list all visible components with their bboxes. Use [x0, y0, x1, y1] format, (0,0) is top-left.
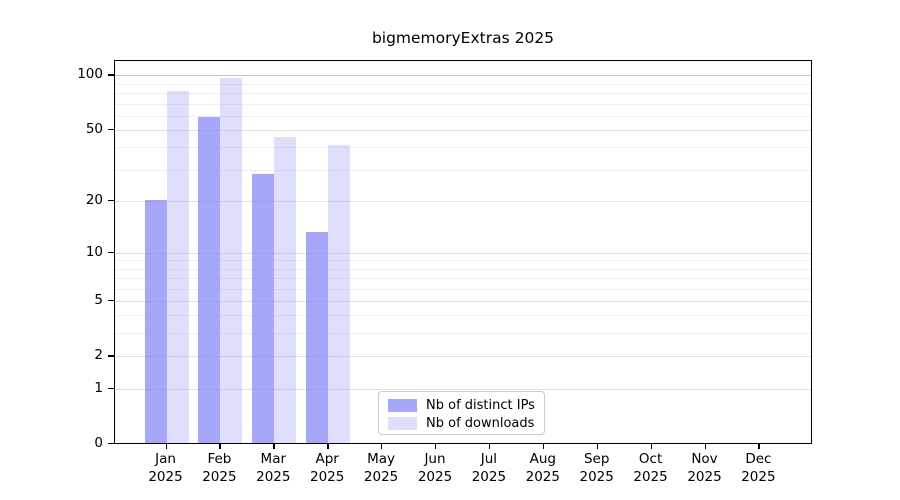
x-label-mar: Mar 2025 [256, 451, 291, 485]
y-tick-2 [108, 355, 114, 357]
x-tick-jul [488, 444, 491, 449]
x-label-dec: Dec 2025 [741, 451, 776, 485]
x-label-jun: Jun 2025 [417, 451, 453, 485]
minor-gridline-6 [115, 288, 811, 290]
y-label-1: 1 [94, 379, 103, 396]
major-gridline-100 [115, 75, 811, 77]
y-label-100: 100 [77, 66, 103, 83]
legend: Nb of distinct IPs Nb of downloads [378, 391, 545, 435]
y-tick-100 [108, 74, 114, 76]
major-gridline-20 [115, 200, 811, 202]
x-tick-jun [435, 444, 437, 449]
major-gridline-1 [115, 388, 811, 390]
minor-gridline-8 [115, 268, 811, 270]
x-label-jan: Jan 2025 [148, 451, 183, 485]
x-tick-feb [219, 444, 221, 449]
bar-distinct-ips-mar [252, 174, 275, 443]
legend-label-distinct-ips: Nb of distinct IPs [426, 397, 535, 413]
x-tick-aug [542, 444, 545, 449]
x-label-oct: Oct 2025 [633, 451, 668, 485]
y-tick-5 [108, 299, 114, 302]
y-label-10: 10 [85, 243, 103, 260]
x-tick-nov [704, 444, 706, 449]
y-tick-20 [108, 199, 114, 202]
minor-gridline-9 [115, 260, 811, 262]
bar-downloads-feb [220, 77, 243, 443]
y-tick-1 [108, 387, 114, 390]
x-label-aug: Aug 2025 [525, 451, 560, 485]
minor-gridline-4 [115, 315, 811, 317]
minor-gridline-60 [115, 115, 811, 117]
bar-distinct-ips-apr [306, 232, 329, 443]
x-label-apr: Apr 2025 [310, 451, 345, 485]
y-label-50: 50 [85, 120, 103, 137]
minor-gridline-70 [115, 103, 811, 105]
y-label-5: 5 [94, 291, 103, 308]
minor-gridline-80 [115, 93, 811, 95]
x-tick-mar [273, 444, 275, 449]
y-tick-0 [108, 443, 114, 445]
x-tick-oct [650, 444, 652, 449]
bar-distinct-ips-jan [144, 199, 167, 443]
minor-gridline-30 [115, 169, 811, 171]
x-tick-apr [327, 444, 329, 449]
x-tick-sep [596, 444, 599, 449]
x-label-nov: Nov 2025 [687, 451, 722, 485]
major-gridline-2 [115, 356, 811, 358]
bar-distinct-ips-feb [198, 117, 221, 443]
legend-label-downloads: Nb of downloads [426, 415, 535, 431]
chart-title: bigmemoryExtras 2025 [371, 29, 555, 47]
x-label-may: May 2025 [363, 451, 399, 485]
y-tick-50 [108, 128, 114, 131]
legend-item-downloads: Nb of downloads [379, 414, 544, 432]
minor-gridline-7 [115, 277, 811, 279]
bar-downloads-apr [328, 144, 351, 443]
major-gridline-5 [115, 300, 811, 302]
x-tick-jan [165, 444, 167, 449]
legend-item-distinct-ips: Nb of distinct IPs [379, 396, 544, 414]
y-tick-10 [108, 251, 114, 253]
y-label-20: 20 [85, 191, 103, 208]
x-tick-may [381, 444, 383, 449]
bar-downloads-mar [274, 137, 297, 443]
minor-gridline-3 [115, 333, 811, 335]
x-label-sep: Sep 2025 [579, 451, 614, 485]
y-label-0: 0 [94, 435, 103, 451]
x-label-feb: Feb 2025 [202, 451, 237, 485]
y-label-2: 2 [94, 347, 103, 364]
x-tick-dec [758, 444, 760, 449]
major-gridline-10 [115, 252, 811, 254]
legend-swatch-distinct-ips [388, 398, 417, 412]
plot-area [114, 60, 812, 444]
x-label-jul: Jul 2025 [471, 451, 507, 485]
legend-swatch-downloads [388, 416, 417, 430]
major-gridline-50 [115, 129, 811, 131]
minor-gridline-40 [115, 147, 811, 149]
minor-gridline-90 [115, 83, 811, 85]
bar-downloads-jan [166, 91, 189, 443]
